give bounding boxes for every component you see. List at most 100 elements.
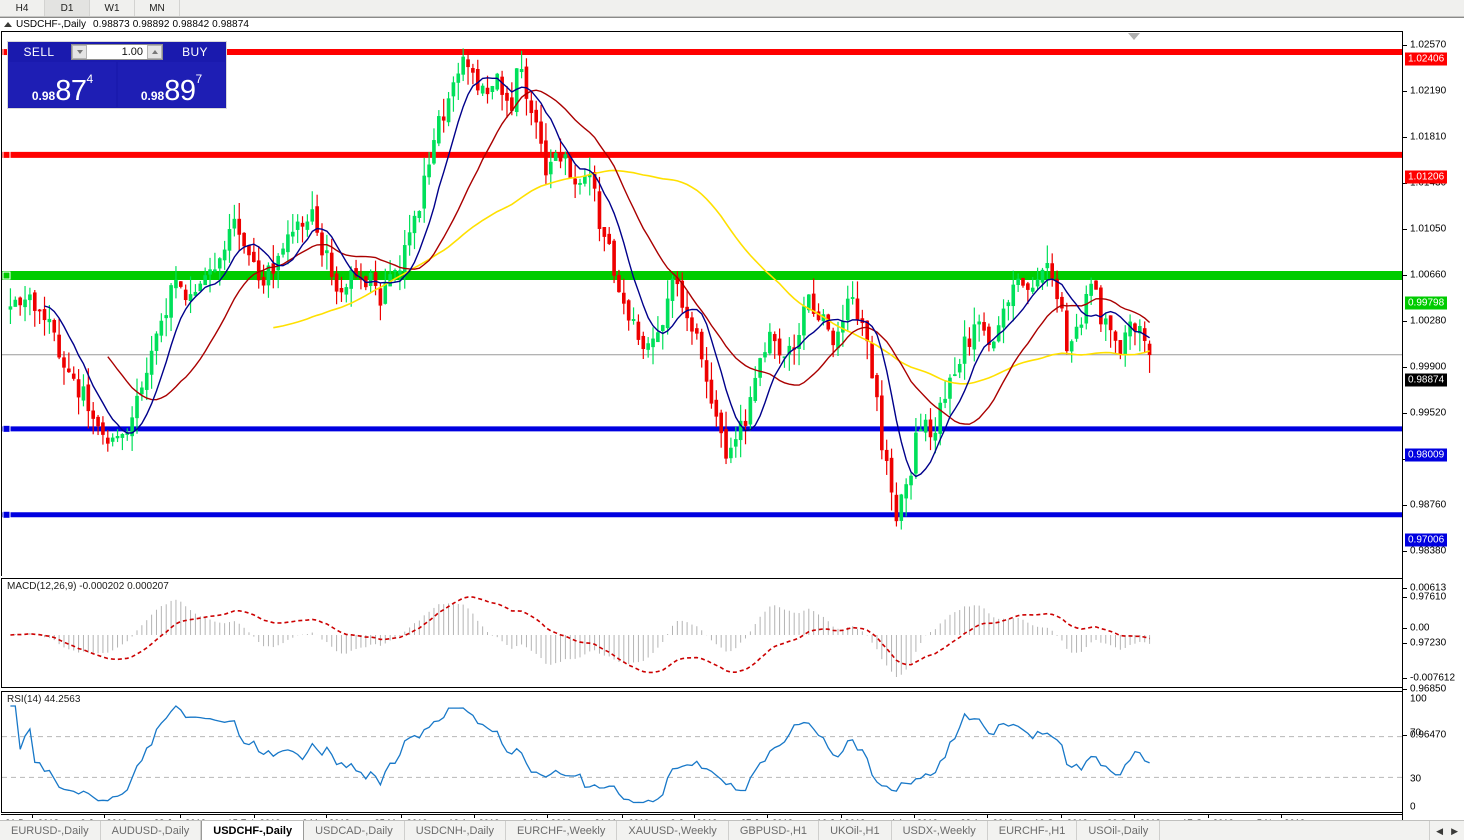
- tab-scroll-controls[interactable]: ◀ ▶: [1430, 821, 1464, 840]
- price-tick-label: 1.01810: [1410, 131, 1447, 143]
- price-tick-label: 0.99520: [1410, 407, 1447, 419]
- macd-title: MACD(12,26,9) -0.000202 0.000207: [7, 581, 169, 592]
- price-level-badge-black[interactable]: 0.98874: [1405, 373, 1448, 387]
- chart-symbol-label: USDCHF-,Daily: [16, 19, 86, 30]
- time-tick: [1134, 815, 1135, 818]
- price-tick: [1403, 321, 1407, 322]
- symbol-tab-10[interactable]: EURCHF-,H1: [988, 821, 1078, 840]
- price-level-badge-green[interactable]: 0.99798: [1405, 296, 1448, 310]
- price-scale[interactable]: 1.025701.021901.018101.014301.010501.006…: [1402, 31, 1464, 820]
- rsi-title: RSI(14) 44.2563: [7, 694, 81, 705]
- symbol-tab-11[interactable]: USOil-,Daily: [1077, 821, 1161, 840]
- chart-shift-marker-icon[interactable]: [1128, 33, 1140, 40]
- rsi-scale-label: 30: [1410, 773, 1422, 785]
- timeframe-w1[interactable]: W1: [90, 0, 135, 16]
- symbol-tab-9[interactable]: USDX-,Weekly: [892, 821, 988, 840]
- time-tick: [694, 815, 695, 818]
- price-tick-label: 1.00280: [1410, 315, 1447, 327]
- buy-price-sup: 7: [195, 72, 203, 86]
- chevron-down-icon: [76, 50, 83, 54]
- price-tick: [1403, 735, 1407, 736]
- price-tick: [1403, 137, 1407, 138]
- price-tick: [1403, 229, 1407, 230]
- macd-scale-tick: [1403, 678, 1407, 679]
- sell-price-display[interactable]: 0.98 87 4: [9, 62, 116, 107]
- tab-bar-spacer: [1160, 821, 1431, 840]
- macd-panel[interactable]: MACD(12,26,9) -0.000202 0.000207: [1, 578, 1402, 688]
- time-tick: [987, 815, 988, 818]
- oct-controls-row: SELL 1.00 BUY: [8, 42, 226, 62]
- symbol-tab-2[interactable]: USDCHF-,Daily: [201, 821, 305, 840]
- timeframe-mn[interactable]: MN: [135, 0, 180, 16]
- chart-ohlc-values: 0.98873 0.98892 0.98842 0.98874: [93, 19, 250, 30]
- price-tick: [1403, 689, 1407, 690]
- time-tick: [841, 815, 842, 818]
- symbol-tab-3[interactable]: USDCAD-,Daily: [304, 821, 405, 840]
- chevron-right-icon[interactable]: ▶: [1451, 825, 1458, 836]
- macd-scale-tick: [1403, 628, 1407, 629]
- symbol-tab-4[interactable]: USDCNH-,Daily: [405, 821, 506, 840]
- volume-decrease-button[interactable]: [72, 45, 87, 59]
- symbol-tab-7[interactable]: GBPUSD-,H1: [729, 821, 820, 840]
- time-tick: [1281, 815, 1282, 818]
- price-tick-label: 1.02190: [1410, 85, 1447, 97]
- symbol-tab-5[interactable]: EURCHF-,Weekly: [506, 821, 618, 840]
- time-tick: [767, 815, 768, 818]
- timeframe-h4[interactable]: H4: [0, 0, 45, 16]
- time-tick: [104, 815, 105, 818]
- rsi-scale-label: 70: [1410, 727, 1422, 739]
- triangle-up-icon[interactable]: [4, 22, 12, 27]
- rsi-panel[interactable]: RSI(14) 44.2563: [1, 691, 1402, 813]
- price-tick: [1403, 505, 1407, 506]
- sell-price-prefix: 0.98: [31, 89, 56, 103]
- price-level-badge-blue[interactable]: 0.98009: [1405, 448, 1448, 462]
- rsi-svg: [2, 705, 1402, 804]
- macd-scale-label: 0.00613: [1410, 582, 1447, 594]
- timeframe-d1[interactable]: D1: [45, 0, 90, 16]
- buy-price-display[interactable]: 0.98 89 7: [118, 62, 225, 107]
- time-tick: [1061, 815, 1062, 818]
- rsi-scale-label: 100: [1410, 693, 1427, 705]
- price-tick-label: 1.01050: [1410, 223, 1447, 235]
- price-tick: [1403, 643, 1407, 644]
- price-level-badge-red[interactable]: 1.01206: [1405, 170, 1448, 184]
- macd-scale-tick: [1403, 588, 1407, 589]
- chart-title-bar: USDCHF-,Daily 0.98873 0.98892 0.98842 0.…: [0, 18, 1464, 31]
- price-level-badge-blue[interactable]: 0.97006: [1405, 533, 1448, 547]
- price-tick-label: 0.97230: [1410, 637, 1447, 649]
- price-tick: [1403, 183, 1407, 184]
- buy-price-main: 89: [164, 75, 196, 107]
- time-tick: [254, 815, 255, 818]
- price-tick-label: 0.97610: [1410, 591, 1447, 603]
- price-tick: [1403, 551, 1407, 552]
- time-tick: [180, 815, 181, 818]
- buy-button[interactable]: BUY: [182, 45, 208, 59]
- volume-increase-button[interactable]: [147, 45, 162, 59]
- time-tick: [547, 815, 548, 818]
- chevron-up-icon: [151, 50, 158, 54]
- time-tick: [326, 815, 327, 818]
- volume-input[interactable]: 1.00: [87, 45, 147, 59]
- time-tick: [622, 815, 623, 818]
- one-click-trading-panel[interactable]: SELL 1.00 BUY 0.98 87 4 0.98 89 7: [7, 41, 227, 109]
- price-tick-label: 0.96850: [1410, 683, 1447, 695]
- macd-scale-label: 0.00: [1410, 622, 1430, 634]
- symbol-tab-list: EURUSD-,Daily AUDUSD-,Daily USDCHF-,Daily U…: [0, 821, 1161, 840]
- price-tick: [1403, 275, 1407, 276]
- time-tick: [474, 815, 475, 818]
- volume-stepper[interactable]: 1.00: [71, 44, 163, 60]
- price-chart-panel[interactable]: [1, 31, 1402, 576]
- sell-price-sup: 4: [86, 72, 94, 86]
- timeframe-toolbar: H4 D1 W1 MN: [0, 0, 1464, 17]
- sell-button[interactable]: SELL: [23, 45, 55, 59]
- symbol-tab-0[interactable]: EURUSD-,Daily: [0, 821, 101, 840]
- price-level-badge-red[interactable]: 1.02406: [1405, 52, 1448, 66]
- price-tick-label: 0.99900: [1410, 361, 1447, 373]
- symbol-tab-8[interactable]: UKOil-,H1: [819, 821, 892, 840]
- symbol-tab-6[interactable]: XAUUSD-,Weekly: [617, 821, 729, 840]
- chevron-left-icon[interactable]: ◀: [1436, 825, 1444, 836]
- rsi-scale-label: 0: [1410, 801, 1416, 813]
- toolbar-spacer: [180, 0, 1464, 16]
- symbol-tab-1[interactable]: AUDUSD-,Daily: [101, 821, 202, 840]
